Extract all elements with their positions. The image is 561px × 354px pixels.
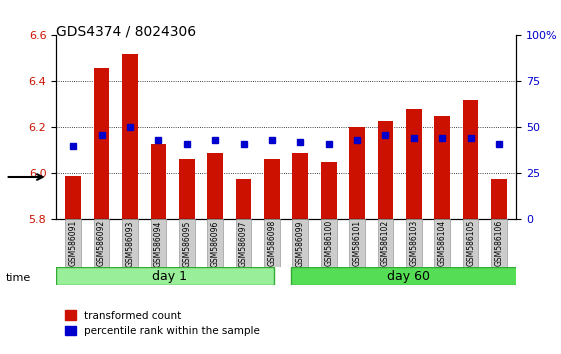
Text: GSM586091: GSM586091	[68, 220, 77, 267]
Bar	[321, 162, 337, 219]
Text: GSM586102: GSM586102	[381, 220, 390, 267]
FancyBboxPatch shape	[264, 219, 280, 267]
FancyBboxPatch shape	[491, 219, 507, 267]
Bar	[463, 100, 479, 219]
Bar	[434, 116, 450, 219]
Bar	[122, 54, 138, 219]
Text: GSM586094: GSM586094	[154, 220, 163, 267]
FancyBboxPatch shape	[291, 267, 526, 285]
Text: GSM586098: GSM586098	[268, 220, 277, 267]
Text: GSM586097: GSM586097	[239, 220, 248, 267]
Bar	[378, 120, 393, 219]
FancyBboxPatch shape	[321, 219, 337, 267]
Bar	[406, 109, 422, 219]
Text: GSM586093: GSM586093	[126, 220, 135, 267]
Bar	[236, 179, 251, 219]
FancyBboxPatch shape	[378, 219, 393, 267]
Text: day 1: day 1	[152, 270, 187, 282]
Text: GSM586101: GSM586101	[353, 220, 362, 267]
Bar	[179, 159, 195, 219]
Text: GSM586096: GSM586096	[210, 220, 219, 267]
Bar	[65, 176, 81, 219]
Bar	[94, 68, 109, 219]
FancyBboxPatch shape	[406, 219, 422, 267]
Text: day 60: day 60	[387, 270, 430, 282]
Bar	[264, 159, 280, 219]
Text: GSM586100: GSM586100	[324, 220, 333, 267]
Text: GSM586092: GSM586092	[97, 220, 106, 267]
Text: GSM586104: GSM586104	[438, 220, 447, 267]
Text: time: time	[6, 273, 31, 283]
FancyBboxPatch shape	[122, 219, 138, 267]
FancyBboxPatch shape	[56, 267, 274, 285]
FancyBboxPatch shape	[292, 219, 308, 267]
FancyBboxPatch shape	[94, 219, 109, 267]
Text: GSM586105: GSM586105	[466, 220, 475, 267]
FancyBboxPatch shape	[65, 219, 81, 267]
FancyBboxPatch shape	[434, 219, 450, 267]
FancyBboxPatch shape	[179, 219, 195, 267]
FancyBboxPatch shape	[463, 219, 479, 267]
Legend: transformed count, percentile rank within the sample: transformed count, percentile rank withi…	[61, 306, 264, 340]
FancyBboxPatch shape	[150, 219, 166, 267]
FancyBboxPatch shape	[350, 219, 365, 267]
Text: GSM586103: GSM586103	[410, 220, 419, 267]
Text: GDS4374 / 8024306: GDS4374 / 8024306	[56, 25, 196, 39]
Bar	[208, 153, 223, 219]
FancyBboxPatch shape	[236, 219, 251, 267]
Text: GSM586099: GSM586099	[296, 220, 305, 267]
Bar	[292, 153, 308, 219]
Bar	[350, 127, 365, 219]
Bar	[491, 179, 507, 219]
FancyBboxPatch shape	[208, 219, 223, 267]
Text: GSM586095: GSM586095	[182, 220, 191, 267]
Bar	[150, 143, 166, 219]
Text: GSM586106: GSM586106	[495, 220, 504, 267]
